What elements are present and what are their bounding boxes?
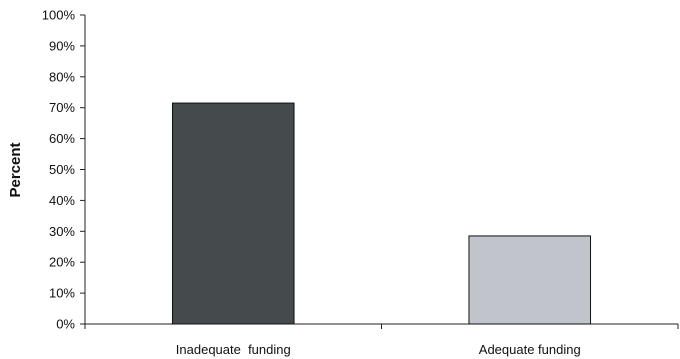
y-tick-label: 80% [49, 69, 75, 84]
y-tick-label: 50% [49, 162, 75, 177]
y-tick-label: 10% [49, 286, 75, 301]
category-labels: Inadequate funding Adequate funding [176, 342, 581, 357]
x-category-label: Inadequate funding [176, 342, 291, 357]
y-tick-label: 100% [42, 8, 76, 23]
bar [468, 235, 592, 325]
y-tick-label: 60% [49, 131, 75, 146]
bar [171, 102, 295, 325]
y-tick-label: 30% [49, 224, 75, 239]
x-axis [84, 323, 679, 329]
y-axis-title: Percent [7, 142, 24, 197]
x-category-label: Adequate funding [479, 342, 581, 357]
y-tick-label: 0% [56, 317, 75, 332]
y-tick-label: 90% [49, 38, 75, 53]
y-axis: 0% 10% 20% 30% 40% 50% 60% 70% 80% 90% 100% [42, 8, 86, 332]
y-tick-label: 40% [49, 193, 75, 208]
y-tick-label: 70% [49, 100, 75, 115]
bars [171, 102, 592, 325]
y-tick-label: 20% [49, 255, 75, 270]
